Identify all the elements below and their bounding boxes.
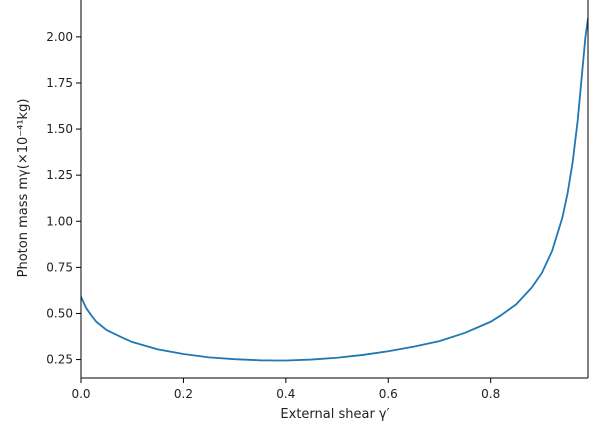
y-tick-label: 0.75 xyxy=(46,260,73,274)
plot-area xyxy=(81,17,588,362)
series-line-0 xyxy=(81,17,588,362)
y-axis-label: Photon mass mγ(×10⁻⁴¹kg) xyxy=(16,99,31,278)
x-tick-label: 0.0 xyxy=(71,387,90,401)
x-tick-label: 0.4 xyxy=(276,387,295,401)
x-axis-label: External shear γ′ xyxy=(280,407,389,422)
y-tick-label: 1.25 xyxy=(46,168,73,182)
y-tick-label: 1.50 xyxy=(46,122,73,136)
x-tick-label: 0.2 xyxy=(174,387,193,401)
y-tick-label: 0.25 xyxy=(46,353,73,367)
y-tick-label: 0.50 xyxy=(46,306,73,320)
y-tick-label: 2.00 xyxy=(46,30,73,44)
x-ticks: 0.0 0.2 0.4 0.6 0.8 xyxy=(71,378,500,401)
x-tick-label: 0.6 xyxy=(379,387,398,401)
y-ticks: 0.25 0.50 0.75 1.00 1.25 1.50 1.75 2.00 xyxy=(46,30,81,367)
y-tick-label: 1.75 xyxy=(46,76,73,90)
axes xyxy=(80,0,589,379)
x-tick-label: 0.8 xyxy=(481,387,500,401)
y-tick-label: 1.00 xyxy=(46,214,73,228)
